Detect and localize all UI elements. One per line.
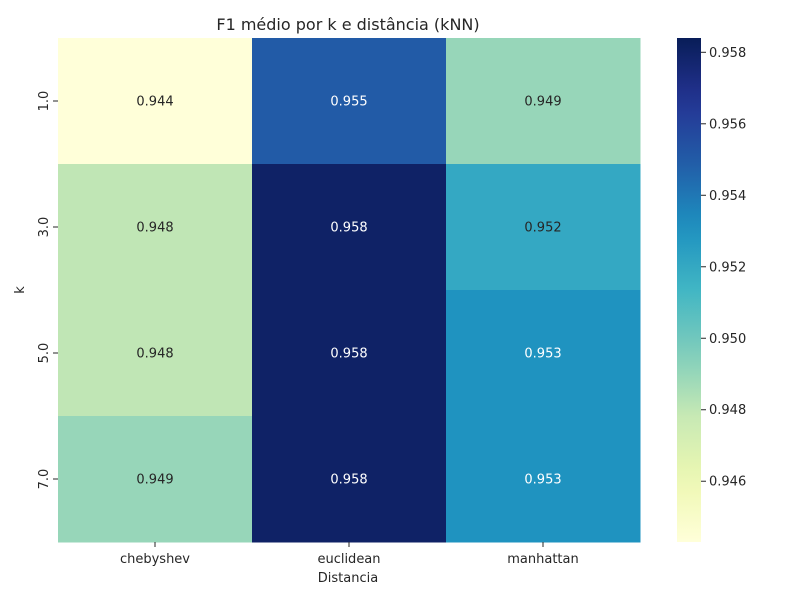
cell-value-label: 0.955 — [330, 95, 367, 110]
colorbar-tick-label: 0.948 — [709, 403, 746, 418]
heatmap-cell — [252, 164, 447, 291]
x-tick-label: manhattan — [507, 552, 578, 567]
colorbar-tick-label: 0.954 — [709, 189, 746, 204]
colorbar-tick-label: 0.946 — [709, 475, 746, 490]
y-axis-label: k — [13, 286, 28, 294]
heatmap-cell — [446, 38, 641, 165]
cell-value-label: 0.958 — [330, 347, 367, 362]
colorbar-tick-label: 0.958 — [709, 46, 746, 61]
heatmap-cell — [446, 164, 641, 291]
heatmap-cell — [58, 164, 253, 291]
cell-value-label: 0.953 — [524, 347, 561, 362]
colorbar-tick-label: 0.956 — [709, 117, 746, 132]
y-tick-label: 5.0 — [37, 343, 52, 364]
x-axis-label: Distancia — [318, 571, 378, 586]
heatmap-cells — [58, 38, 641, 543]
heatmap-cell — [58, 38, 253, 165]
heatmap-cell — [446, 290, 641, 417]
x-tick-label: chebyshev — [120, 552, 190, 567]
y-tick-label: 3.0 — [37, 217, 52, 238]
heatmap-cell — [446, 416, 641, 543]
cell-value-label: 0.958 — [330, 473, 367, 488]
cell-value-label: 0.948 — [136, 347, 173, 362]
x-tick-label: euclidean — [317, 552, 380, 567]
y-tick-label: 1.0 — [37, 91, 52, 112]
heatmap-cell-labels: 0.944 0.955 0.949 0.948 0.958 0.952 0.948 0.958… — [136, 95, 561, 488]
cell-value-label: 0.948 — [136, 221, 173, 236]
colorbar-tick-label: 0.950 — [709, 332, 746, 347]
colorbar: 0.946 0.948 0.950 0.952 0.954 0.956 0.958 — [677, 38, 746, 542]
heatmap-cell — [252, 38, 447, 165]
cell-value-label: 0.953 — [524, 473, 561, 488]
cell-value-label: 0.958 — [330, 221, 367, 236]
cell-value-label: 0.944 — [136, 95, 173, 110]
cell-value-label: 0.949 — [524, 95, 561, 110]
chart-title: F1 médio por k e distância (kNN) — [216, 15, 479, 34]
colorbar-gradient — [677, 38, 701, 542]
colorbar-tick-label: 0.952 — [709, 260, 746, 275]
heatmap-cell — [58, 416, 253, 543]
heatmap-cell — [252, 416, 447, 543]
x-axis: chebyshev euclidean manhattan — [120, 542, 579, 567]
heatmap-cell — [58, 290, 253, 417]
heatmap-cell — [252, 290, 447, 417]
y-tick-label: 7.0 — [37, 469, 52, 490]
cell-value-label: 0.952 — [524, 221, 561, 236]
y-axis: 1.0 3.0 5.0 7.0 — [37, 91, 58, 490]
cell-value-label: 0.949 — [136, 473, 173, 488]
